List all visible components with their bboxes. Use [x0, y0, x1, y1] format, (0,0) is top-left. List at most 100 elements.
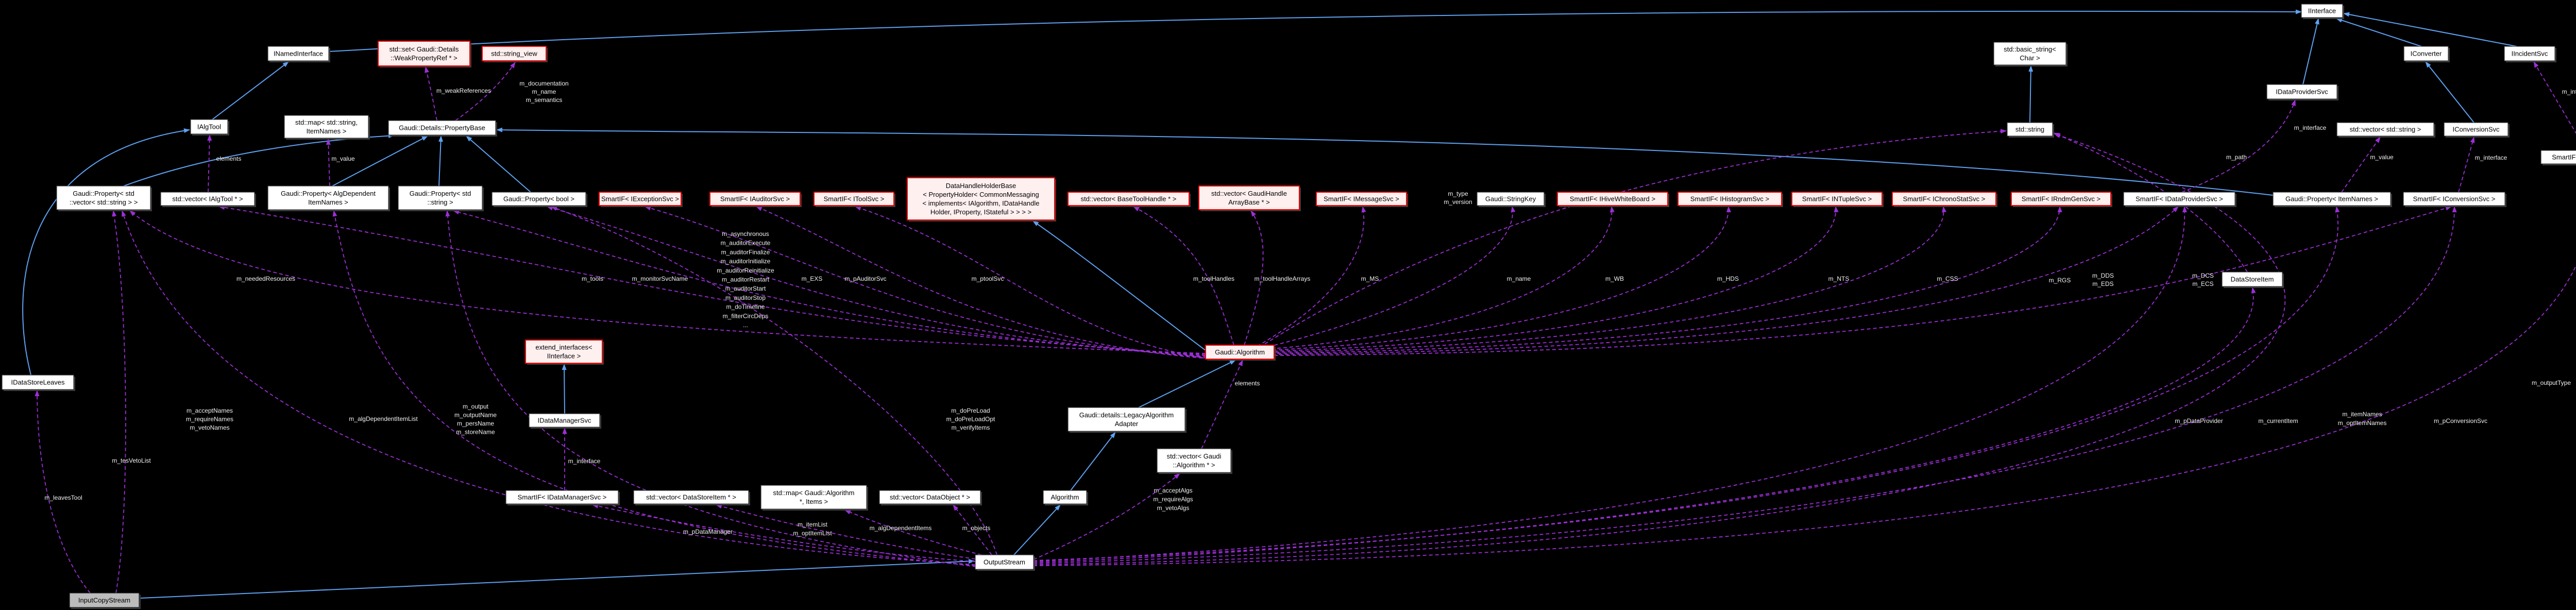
- node-vec_string[interactable]: std::vector< std::string >: [2336, 122, 2435, 138]
- node-basic_string[interactable]: std::basic_string<Char >: [1993, 42, 2067, 66]
- node-iconversionsvc[interactable]: IConversionSvc: [2444, 122, 2510, 138]
- node-smartif_exception[interactable]: SmartIF< IExceptionSvc >: [599, 192, 683, 207]
- node-idataprovidersvc[interactable]: IDataProviderSvc: [2266, 84, 2338, 100]
- node-prop_bool[interactable]: Gaudi::Property< bool >: [492, 192, 587, 207]
- edge-label: m_vetoNames: [190, 424, 229, 431]
- node-smartif_ntuplesvc[interactable]: SmartIF< INTupleSvc >: [1791, 192, 1884, 207]
- node-idatastoreleaves[interactable]: IDataStoreLeaves: [2, 375, 75, 391]
- edge-vec_gaudialgorithm-gaudi_algorithm: [1201, 360, 1243, 449]
- node-label: std::string: [2015, 126, 2044, 133]
- node-vec_gaudialgorithm[interactable]: std::vector< Gaudi::Algorithm * >: [1157, 448, 1232, 474]
- node-smartif_auditor[interactable]: SmartIF< IAuditorSvc >: [709, 192, 802, 207]
- node-smartif_chronostatsvc[interactable]: SmartIF< IChronoStatSvc >: [1892, 192, 1997, 207]
- node-ialgtool[interactable]: IAlgTool: [190, 119, 229, 135]
- node-label: std::map< std::string,: [295, 118, 358, 126]
- edge-label: m_MS: [1361, 275, 1379, 282]
- edge-idatastoreleaves-ialgtool: [22, 128, 190, 376]
- node-smartif_hivewhiteboard[interactable]: SmartIF< IHiveWhiteBoard >: [1557, 192, 1669, 207]
- node-label: SmartIF< IRndmGenSvc >: [2022, 195, 2100, 203]
- node-vec_datastoreitem[interactable]: std::vector< DataStoreItem * >: [633, 490, 750, 505]
- node-label: std::vector< GaudiHandle: [1211, 190, 1287, 197]
- edge-label: m_ECS: [2192, 280, 2213, 287]
- edge-label: m_auditorReinitialize: [717, 267, 774, 274]
- edge-label: m_DCS: [2192, 272, 2214, 279]
- node-datastoreitem[interactable]: DataStoreItem: [2222, 272, 2284, 288]
- node-gaudi_algorithm[interactable]: Gaudi::Algorithm: [1205, 345, 1276, 361]
- node-label: Gaudi::Property< std: [73, 190, 134, 197]
- node-map_itemnames[interactable]: std::map< std::string,ItemNames >: [284, 115, 370, 140]
- edge-label: m_acceptAlgs: [1154, 487, 1192, 494]
- edge-label: m_EXS: [802, 275, 823, 282]
- node-datahandleholder[interactable]: DataHandleHolderBase< PropertyHolder< Co…: [907, 177, 1056, 222]
- node-set_weakref[interactable]: std::set< Gaudi::Details::WeakPropertyRe…: [378, 41, 471, 67]
- node-vec_dataobject[interactable]: std::vector< DataObject * >: [879, 490, 982, 505]
- node-prop_itemnames[interactable]: Gaudi::Property< ItemNames >: [2273, 192, 2392, 207]
- node-label: IConversionSvc: [2452, 126, 2500, 133]
- node-smartif_histogramsvc[interactable]: SmartIF< IHistogramSvc >: [1677, 192, 1783, 207]
- node-label: SmartIF< IDataManagerSvc >: [518, 494, 607, 501]
- edge-gaudi_algorithm-prop_vecstring: [129, 210, 1206, 354]
- node-vec_ialgtool[interactable]: std::vector< IAlgTool * >: [160, 192, 256, 207]
- node-label: DataStoreItem: [2231, 276, 2274, 283]
- node-label: < implements< IAlgorithm, IDataHandle: [923, 199, 1040, 207]
- node-string_view[interactable]: std::string_view: [482, 46, 548, 62]
- edge-prop_itemnames-vec_string: [2341, 137, 2381, 193]
- edge-label: m_auditorExecute: [721, 240, 771, 247]
- node-label: std::vector< IAlgTool * >: [172, 195, 243, 203]
- node-std_string[interactable]: std::string: [2007, 122, 2054, 138]
- node-outputstream[interactable]: OutputStream: [975, 554, 1035, 571]
- node-label: Adapter: [1115, 420, 1139, 428]
- edge-propertybase-string_view: [455, 62, 516, 121]
- edge-gaudi_algorithm-vec_gaudihandlearray: [1244, 210, 1264, 346]
- node-prop_string[interactable]: Gaudi::Property< std::string >: [398, 185, 484, 211]
- edge-label: m_asynchronous: [722, 230, 769, 238]
- node-label: ArrayBase * >: [1228, 198, 1270, 206]
- edge-algorithm-legacyadapter: [1070, 432, 1116, 491]
- node-label: OutputStream: [984, 558, 1025, 566]
- edge-idatamanagersvc-extend_interfaces: [562, 364, 567, 414]
- node-label: ::WeakPropertyRef * >: [391, 54, 457, 62]
- edge-outputstream-vec_dataobject: [953, 504, 992, 555]
- edge-label: m_toolHandleArrays: [1255, 275, 1311, 282]
- edge-std_string-basic_string: [2028, 65, 2033, 123]
- edge-label: m_DDS: [2092, 272, 2114, 279]
- node-smartif_idatamanagersvc[interactable]: SmartIF< IDataManagerSvc >: [505, 490, 620, 505]
- edge-label: m_path: [2226, 154, 2247, 161]
- edge-label: m_EDS: [2092, 280, 2113, 287]
- edge-label: m_requireAlgs: [1153, 496, 1193, 503]
- node-propertybase[interactable]: Gaudi::Details::PropertyBase: [388, 120, 497, 137]
- node-iinterface[interactable]: IInterface: [2301, 4, 2344, 19]
- node-iconverter[interactable]: IConverter: [2403, 46, 2450, 62]
- node-label: SmartIF< INTupleSvc >: [1802, 195, 1872, 203]
- node-label: SmartIF< IChronoStatSvc >: [1903, 195, 1986, 203]
- node-label: IAlgTool: [197, 123, 221, 131]
- node-label: std::set< Gaudi::Details: [389, 45, 459, 53]
- edge-label: m_acceptNames: [187, 407, 233, 414]
- edge-label: m_algDependentItemList: [349, 415, 418, 422]
- node-smartif_iconversionsvc[interactable]: SmartIF< IConversionSvc >: [2403, 192, 2506, 207]
- node-inputcopystream[interactable]: InputCopyStream: [69, 592, 141, 609]
- node-map_alg_items[interactable]: std::map< Gaudi::Algorithm*, Items >: [760, 485, 868, 511]
- node-smartif_rndmgensvc[interactable]: SmartIF< IRndmGenSvc >: [2011, 192, 2112, 207]
- edge-gaudi_algorithm-smartif_messagesvc: [1257, 206, 1366, 347]
- node-extend_interfaces[interactable]: extend_interfaces<IInterface >: [525, 340, 604, 365]
- node-algorithm[interactable]: Algorithm: [1043, 490, 1088, 505]
- edge-label: m_NTS: [1828, 275, 1850, 282]
- node-prop_vecstring[interactable]: Gaudi::Property< std::vector< std::strin…: [56, 185, 152, 211]
- node-smartif_toolsvc[interactable]: SmartIF< IToolSvc >: [814, 192, 895, 207]
- node-smartif_messagesvc[interactable]: SmartIF< IMessageSvc >: [1316, 192, 1408, 207]
- node-vec_basetoolhandle[interactable]: std::vector< BaseToolHandle * >: [1067, 192, 1191, 207]
- node-iincidentsvc[interactable]: IIncidentSvc: [2504, 46, 2556, 62]
- node-idatamanagersvc[interactable]: IDataManagerSvc: [529, 413, 601, 429]
- node-inamedinterface[interactable]: INamedInterface: [267, 46, 330, 62]
- edge-label: m_HDS: [1717, 275, 1739, 282]
- node-smartif_iincidentsvc[interactable]: SmartIF< IIncidentSvc >: [2540, 150, 2576, 165]
- node-smartif_idataprovidersvc[interactable]: SmartIF< IDataProviderSvc >: [2123, 192, 2236, 207]
- edge-gaudi_algorithm-smartif_ntuplesvc: [1267, 206, 1839, 352]
- node-stringkey[interactable]: Gaudi::StringKey: [1477, 192, 1546, 207]
- edge-outputstream-prop_string: [445, 210, 977, 567]
- edge-outputstream-algorithm: [1013, 504, 1061, 555]
